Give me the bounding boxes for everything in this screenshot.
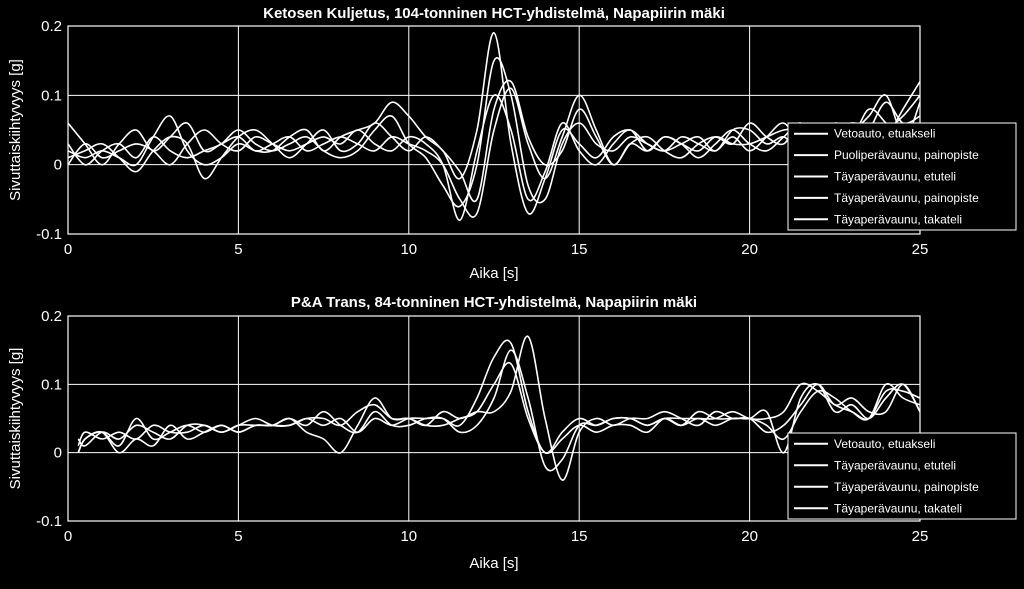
series-line-1 <box>77 361 920 455</box>
x-tick-label: 20 <box>741 528 758 545</box>
y-tick-label: 0 <box>54 157 62 174</box>
series-line-1 <box>68 87 920 218</box>
x-tick-label: 25 <box>912 528 929 545</box>
x-tick-label: 10 <box>400 241 417 258</box>
x-tick-label: 0 <box>64 241 72 258</box>
y-tick-label: 0.2 <box>41 308 62 325</box>
x-tick-label: 25 <box>912 241 929 258</box>
x-tick-label: 5 <box>234 528 242 545</box>
y-tick-label: 0 <box>54 445 62 462</box>
x-tick-label: 15 <box>571 241 588 258</box>
chart-panel-top: Ketosen Kuljetus, 104-tonninen HCT-yhdis… <box>7 5 1017 282</box>
chart-title: Ketosen Kuljetus, 104-tonninen HCT-yhdis… <box>263 5 725 22</box>
chart-panel-bottom: P&A Trans, 84-tonninen HCT-yhdistelmä, N… <box>7 294 1017 572</box>
series-line-3 <box>68 79 920 203</box>
legend-entry: Vetoauto, etuakseli <box>834 437 935 451</box>
y-tick-label: -0.1 <box>36 226 62 243</box>
legend-entry: Täyaperävaunu, etuteli <box>834 170 956 184</box>
series-line-5 <box>68 94 920 221</box>
y-tick-label: 0.1 <box>41 87 62 104</box>
legend-entry: Täyaperävaunu, takateli <box>834 212 962 226</box>
y-tick-label: 0.1 <box>41 376 62 393</box>
legend-entry: Täyaperävaunu, takateli <box>834 501 962 515</box>
y-axis-label: Sivuttaiskiihtyvyys [g] <box>7 59 24 201</box>
y-axis-label: Sivuttaiskiihtyvyys [g] <box>7 348 24 490</box>
legend-entry: Täyaperävaunu, etuteli <box>834 458 956 472</box>
legend-entry: Vetoauto, etuakseli <box>834 127 935 141</box>
x-tick-label: 0 <box>64 528 72 545</box>
x-tick-label: 10 <box>400 528 417 545</box>
x-tick-label: 15 <box>571 528 588 545</box>
chart-title: P&A Trans, 84-tonninen HCT-yhdistelmä, N… <box>291 294 697 311</box>
y-tick-label: -0.1 <box>36 513 62 530</box>
series-line-2 <box>68 32 920 215</box>
legend-entry: Täyaperävaunu, painopiste <box>834 480 979 494</box>
x-axis-label: Aika [s] <box>469 555 518 572</box>
legend-entry: Puoliperävaunu, painopiste <box>834 148 979 162</box>
plot-area-frame <box>67 315 921 522</box>
x-tick-label: 20 <box>741 241 758 258</box>
legend-box <box>787 432 1017 520</box>
x-axis-label: Aika [s] <box>469 265 518 282</box>
series-line-4 <box>68 57 920 208</box>
legend-entry: Täyaperävaunu, painopiste <box>834 191 979 205</box>
series-line-3 <box>77 349 920 472</box>
series-line-4 <box>77 335 920 481</box>
y-tick-label: 0.2 <box>41 18 62 35</box>
x-tick-label: 5 <box>234 241 242 258</box>
